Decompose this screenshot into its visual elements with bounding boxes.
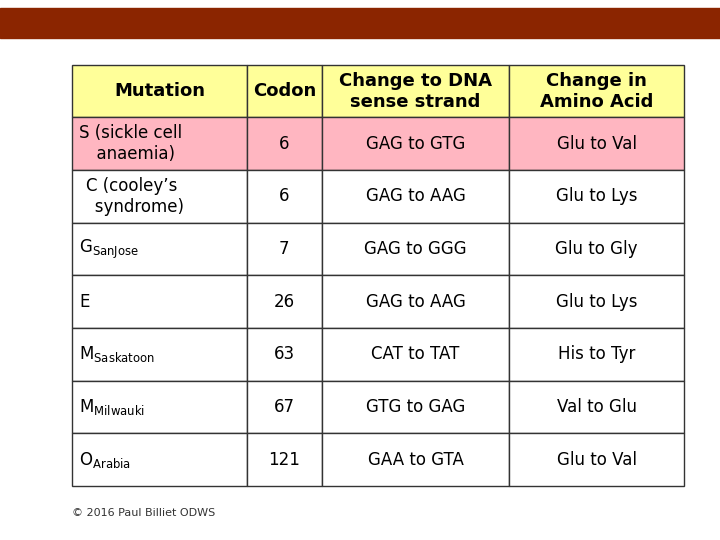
FancyBboxPatch shape	[509, 381, 684, 433]
Text: 121: 121	[269, 451, 300, 469]
Text: 6: 6	[279, 135, 289, 153]
Text: Change in
Amino Acid: Change in Amino Acid	[540, 72, 653, 111]
FancyBboxPatch shape	[322, 117, 509, 170]
FancyBboxPatch shape	[247, 381, 322, 433]
Text: G$_{\mathregular{San Jose}}$: G$_{\mathregular{San Jose}}$	[79, 238, 139, 261]
Text: Glu to Lys: Glu to Lys	[556, 293, 637, 310]
Text: E: E	[79, 293, 89, 310]
Text: 7: 7	[279, 240, 289, 258]
Text: GTG to GAG: GTG to GAG	[366, 398, 465, 416]
Text: His to Tyr: His to Tyr	[558, 346, 635, 363]
Text: Codon: Codon	[253, 82, 316, 100]
FancyBboxPatch shape	[322, 328, 509, 381]
Text: GAG to AAG: GAG to AAG	[366, 293, 465, 310]
FancyBboxPatch shape	[322, 222, 509, 275]
Text: 67: 67	[274, 398, 294, 416]
Text: GAA to GTA: GAA to GTA	[367, 451, 464, 469]
FancyBboxPatch shape	[72, 328, 247, 381]
Text: Glu to Lys: Glu to Lys	[556, 187, 637, 205]
FancyBboxPatch shape	[72, 65, 247, 117]
Text: S (sickle cell
  anaemia): S (sickle cell anaemia)	[79, 124, 182, 163]
FancyBboxPatch shape	[509, 117, 684, 170]
FancyBboxPatch shape	[247, 433, 322, 486]
Text: C (cooley’s
   syndrome): C (cooley’s syndrome)	[79, 177, 184, 216]
Text: © 2016 Paul Billiet ODWS: © 2016 Paul Billiet ODWS	[72, 508, 215, 518]
FancyBboxPatch shape	[509, 328, 684, 381]
FancyBboxPatch shape	[72, 222, 247, 275]
FancyBboxPatch shape	[322, 275, 509, 328]
FancyBboxPatch shape	[322, 433, 509, 486]
Text: M$_{\mathregular{Milwauki}}$: M$_{\mathregular{Milwauki}}$	[79, 397, 145, 417]
FancyBboxPatch shape	[72, 381, 247, 433]
Text: 26: 26	[274, 293, 295, 310]
Text: CAT to TAT: CAT to TAT	[372, 346, 459, 363]
Text: GAG to GGG: GAG to GGG	[364, 240, 467, 258]
Text: M$_{\mathregular{Saskatoon}}$: M$_{\mathregular{Saskatoon}}$	[79, 345, 156, 364]
FancyBboxPatch shape	[247, 328, 322, 381]
FancyBboxPatch shape	[322, 381, 509, 433]
Text: Change to DNA
sense strand: Change to DNA sense strand	[339, 72, 492, 111]
Text: GAG to AAG: GAG to AAG	[366, 187, 465, 205]
Text: GAG to GTG: GAG to GTG	[366, 135, 465, 153]
Text: Glu to Val: Glu to Val	[557, 451, 636, 469]
FancyBboxPatch shape	[509, 65, 684, 117]
Text: O$_{\mathregular{Arabia}}$: O$_{\mathregular{Arabia}}$	[79, 450, 131, 470]
FancyBboxPatch shape	[509, 222, 684, 275]
FancyBboxPatch shape	[509, 275, 684, 328]
FancyBboxPatch shape	[247, 275, 322, 328]
Text: Glu to Gly: Glu to Gly	[555, 240, 638, 258]
FancyBboxPatch shape	[72, 117, 247, 170]
FancyBboxPatch shape	[72, 275, 247, 328]
FancyBboxPatch shape	[322, 170, 509, 222]
FancyBboxPatch shape	[509, 433, 684, 486]
FancyBboxPatch shape	[247, 117, 322, 170]
Text: Val to Glu: Val to Glu	[557, 398, 636, 416]
FancyBboxPatch shape	[509, 170, 684, 222]
Text: Glu to Val: Glu to Val	[557, 135, 636, 153]
FancyBboxPatch shape	[247, 170, 322, 222]
FancyBboxPatch shape	[72, 433, 247, 486]
FancyBboxPatch shape	[247, 65, 322, 117]
FancyBboxPatch shape	[322, 65, 509, 117]
Text: 6: 6	[279, 187, 289, 205]
Text: 63: 63	[274, 346, 295, 363]
Text: Mutation: Mutation	[114, 82, 205, 100]
FancyBboxPatch shape	[72, 170, 247, 222]
FancyBboxPatch shape	[247, 222, 322, 275]
